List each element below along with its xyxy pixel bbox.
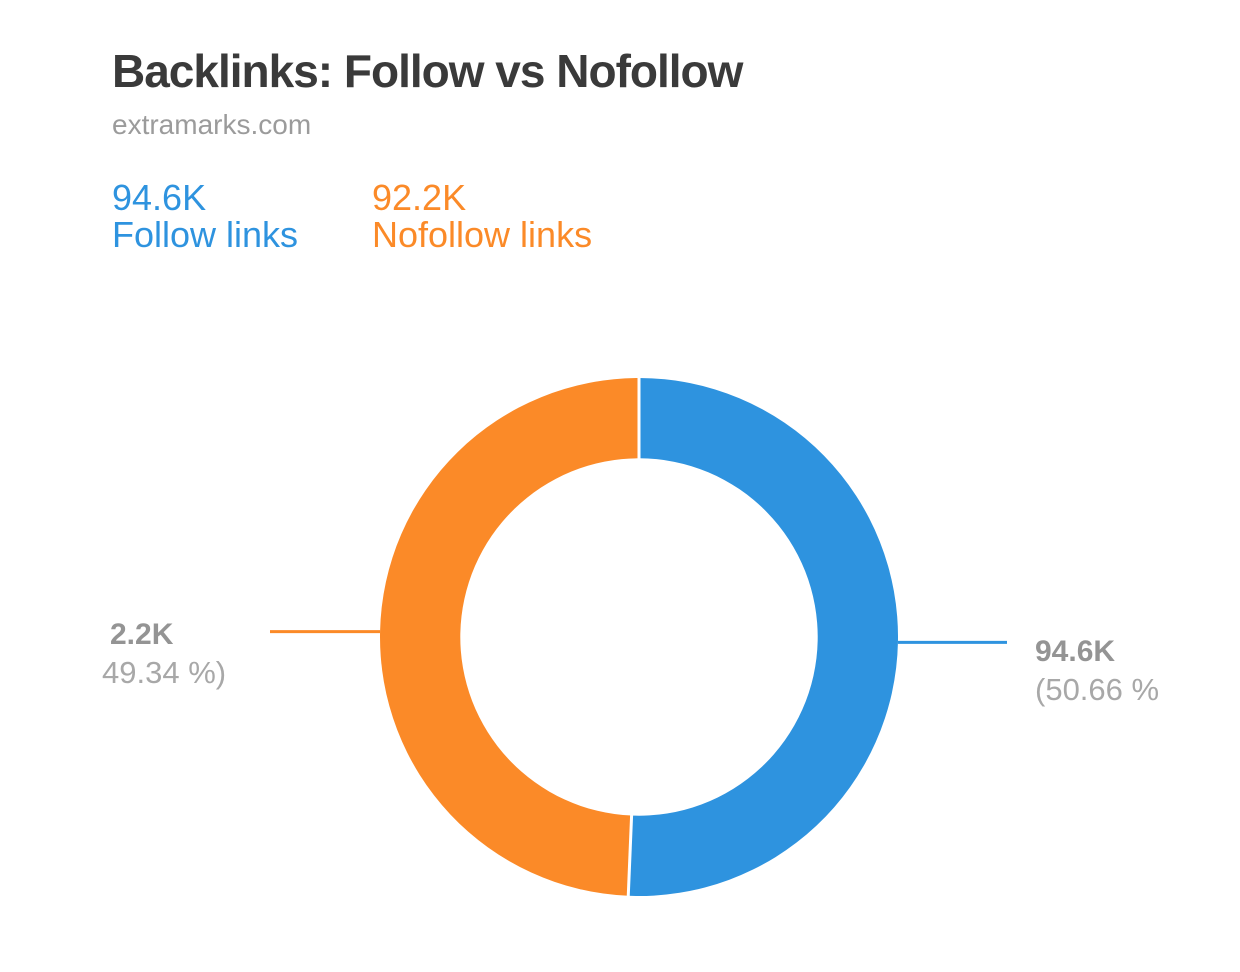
slice-separator bbox=[626, 813, 634, 897]
donut-slice-follow[interactable] bbox=[628, 378, 898, 896]
follow-links-count: 94.6K bbox=[112, 177, 207, 218]
nofollow-callout-value: 2.2K bbox=[110, 618, 174, 651]
follow-callout-percent: (50.66 % bbox=[1035, 672, 1160, 707]
donut-slice-nofollow[interactable] bbox=[379, 378, 639, 896]
nofollow-links-count: 92.2K bbox=[372, 177, 467, 218]
follow-slice-callout: 94.6K (50.66 % bbox=[1035, 633, 1159, 709]
legend-item-follow[interactable]: 94.6K Follow links bbox=[112, 179, 298, 253]
domain-label: extramarks.com bbox=[112, 109, 312, 140]
nofollow-links-label: Nofollow links bbox=[372, 214, 593, 255]
follow-callout-value: 94.6K bbox=[1035, 635, 1116, 668]
page-title: Backlinks: Follow vs Nofollow bbox=[112, 45, 743, 97]
follow-links-label: Follow links bbox=[112, 214, 299, 255]
legend-item-nofollow[interactable]: 92.2K Nofollow links bbox=[372, 179, 592, 253]
nofollow-slice-callout: 2.2K 49.34 %) bbox=[102, 616, 226, 692]
nofollow-callout-percent: 49.34 %) bbox=[102, 655, 227, 690]
